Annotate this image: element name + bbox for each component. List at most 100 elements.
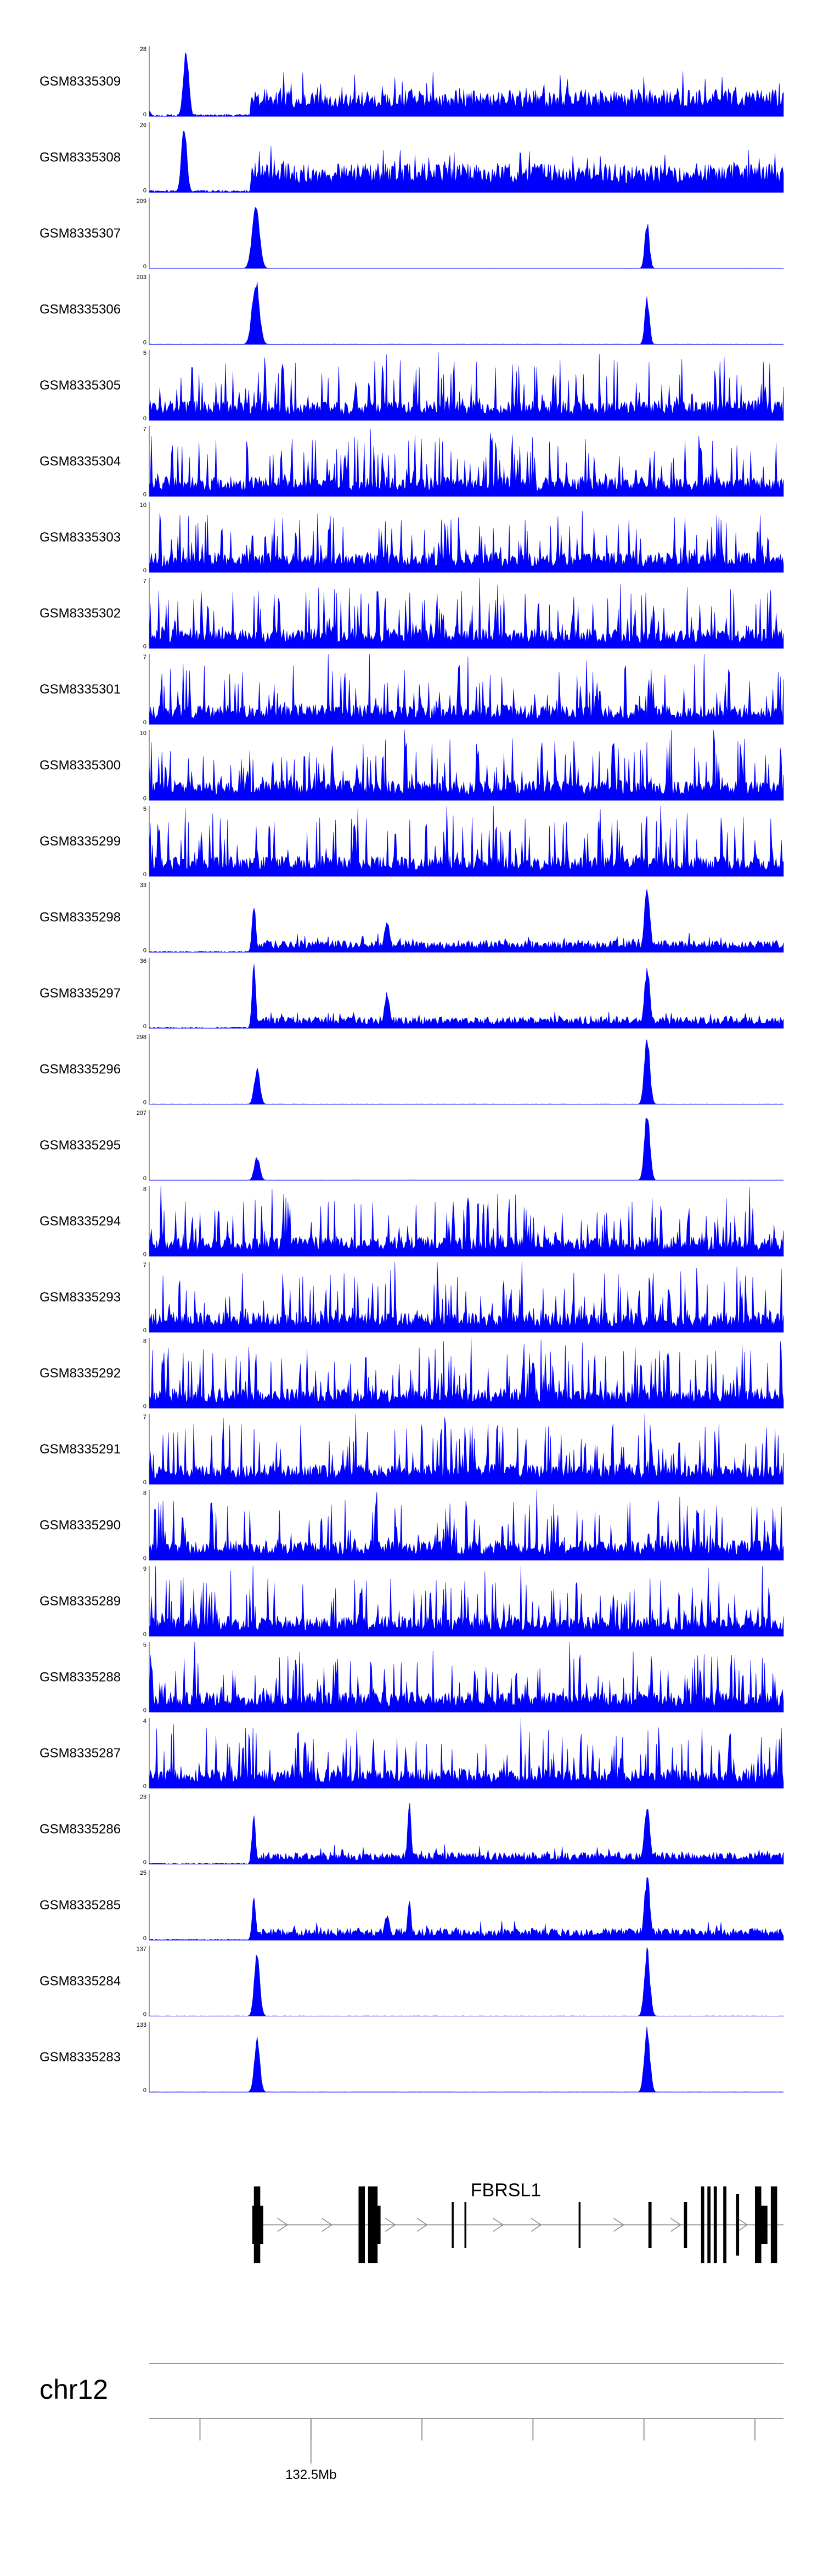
gene-exon bbox=[770, 2186, 777, 2263]
track-ymin-label: 0 bbox=[143, 415, 146, 422]
track-label: GSM8335290 bbox=[40, 1518, 121, 1533]
coverage-area-GSM8335292 bbox=[149, 1338, 784, 1408]
track-label: GSM8335284 bbox=[40, 1974, 121, 1989]
coverage-area-GSM8335297 bbox=[149, 964, 784, 1029]
track-ymax-label: 25 bbox=[140, 1870, 146, 1876]
track-label: GSM8335293 bbox=[40, 1290, 121, 1305]
coverage-area-GSM8335293 bbox=[149, 1261, 784, 1333]
track-ymin-label: 0 bbox=[143, 1935, 146, 1942]
track-ymax-label: 10 bbox=[140, 730, 146, 737]
ruler-tick-label: 132.5Mb bbox=[285, 2467, 336, 2482]
coverage-area-GSM8335309 bbox=[149, 52, 784, 117]
gene-exon bbox=[648, 2202, 652, 2248]
gene-strand-arrow bbox=[277, 2218, 289, 2232]
gene-strand-arrow bbox=[385, 2218, 396, 2232]
track-ymax-label: 26 bbox=[140, 122, 146, 129]
coverage-area-GSM8335295 bbox=[149, 1118, 784, 1181]
track-ymin-label: 0 bbox=[143, 2087, 146, 2094]
gene-exon bbox=[452, 2202, 454, 2248]
track-label: GSM8335306 bbox=[40, 302, 121, 317]
track-ymax-label: 5 bbox=[143, 806, 146, 813]
track-ymin-label: 0 bbox=[143, 340, 146, 346]
coverage-area-GSM8335301 bbox=[149, 653, 784, 725]
track-ymin-label: 0 bbox=[143, 492, 146, 498]
track-ymin-label: 0 bbox=[143, 796, 146, 802]
track-ymax-label: 4 bbox=[143, 1718, 146, 1724]
track-ymin-label: 0 bbox=[143, 1023, 146, 1030]
coverage-area-GSM8335298 bbox=[149, 889, 784, 952]
coverage-area-GSM8335304 bbox=[149, 429, 784, 497]
track-ymin-label: 0 bbox=[143, 1479, 146, 1486]
coverage-area-GSM8335296 bbox=[149, 1039, 784, 1104]
coverage-area-GSM8335284 bbox=[149, 1947, 784, 2016]
track-label: GSM8335303 bbox=[40, 530, 121, 545]
track-ymin-label: 0 bbox=[143, 1327, 146, 1334]
gene-name: FBRSL1 bbox=[471, 2180, 542, 2201]
gene-exon bbox=[707, 2186, 711, 2263]
track-ymax-label: 10 bbox=[140, 502, 146, 509]
coverage-area-GSM8335299 bbox=[149, 805, 784, 877]
track-ymax-label: 7 bbox=[143, 1262, 146, 1269]
track-ymax-label: 8 bbox=[143, 1338, 146, 1345]
track-ymin-label: 0 bbox=[143, 948, 146, 954]
track-ymax-label: 7 bbox=[143, 654, 146, 661]
gene-strand-arrow bbox=[670, 2218, 681, 2232]
gene-exon bbox=[684, 2202, 687, 2248]
track-ymin-label: 0 bbox=[143, 1403, 146, 1410]
track-ymax-label: 133 bbox=[137, 2022, 146, 2028]
track-ymax-label: 33 bbox=[140, 882, 146, 889]
coverage-area-GSM8335303 bbox=[149, 511, 784, 573]
track-label: GSM8335289 bbox=[40, 1594, 121, 1609]
track-ymax-label: 203 bbox=[137, 274, 146, 281]
track-ymin-label: 0 bbox=[143, 1631, 146, 1638]
track-label: GSM8335302 bbox=[40, 606, 121, 621]
track-label: GSM8335288 bbox=[40, 1670, 121, 1685]
track-label: GSM8335304 bbox=[40, 454, 121, 469]
track-label: GSM8335305 bbox=[40, 378, 121, 393]
track-ymin-label: 0 bbox=[143, 1783, 146, 1790]
track-ymin-label: 0 bbox=[143, 644, 146, 650]
track-ymin-label: 0 bbox=[143, 871, 146, 878]
track-ymin-label: 0 bbox=[143, 1859, 146, 1866]
gene-strand-arrow bbox=[493, 2218, 504, 2232]
coverage-area-GSM8335300 bbox=[149, 730, 784, 801]
coverage-area-GSM8335305 bbox=[149, 352, 784, 421]
track-label: GSM8335295 bbox=[40, 1138, 121, 1153]
coverage-area-GSM8335294 bbox=[149, 1186, 784, 1256]
track-ymax-label: 28 bbox=[140, 46, 146, 53]
track-ymin-label: 0 bbox=[143, 1100, 146, 1106]
coverage-area-GSM8335291 bbox=[149, 1413, 784, 1485]
coverage-area-GSM8335286 bbox=[149, 1803, 784, 1864]
track-ymax-label: 137 bbox=[137, 1946, 146, 1953]
track-ymin-label: 0 bbox=[143, 1175, 146, 1182]
track-ymin-label: 0 bbox=[143, 111, 146, 118]
gene-exon bbox=[736, 2194, 740, 2256]
gene-strand-arrow bbox=[613, 2218, 624, 2232]
track-label: GSM8335287 bbox=[40, 1746, 121, 1761]
coverage-area-GSM8335308 bbox=[149, 131, 784, 193]
track-label: GSM8335307 bbox=[40, 226, 121, 241]
gene-exon bbox=[723, 2186, 726, 2263]
coverage-area-GSM8335302 bbox=[149, 578, 784, 649]
track-ymax-label: 298 bbox=[137, 1034, 146, 1041]
gene-exon bbox=[578, 2202, 581, 2248]
gene-exon bbox=[358, 2186, 365, 2263]
gene-strand-arrow bbox=[322, 2218, 333, 2232]
track-label: GSM8335297 bbox=[40, 986, 121, 1001]
track-ymin-label: 0 bbox=[143, 1707, 146, 1714]
gene-strand-arrow bbox=[416, 2218, 428, 2232]
chromosome-label: chr12 bbox=[40, 2374, 108, 2405]
track-ymax-label: 7 bbox=[143, 578, 146, 585]
coverage-area-GSM8335285 bbox=[149, 1877, 784, 1941]
track-label: GSM8335291 bbox=[40, 1442, 121, 1457]
track-label: GSM8335298 bbox=[40, 910, 121, 925]
gene-exon bbox=[701, 2186, 704, 2263]
track-ymin-label: 0 bbox=[143, 263, 146, 270]
gene-utr-block bbox=[369, 2206, 381, 2244]
track-label: GSM8335283 bbox=[40, 2050, 121, 2065]
track-ymin-label: 0 bbox=[143, 188, 146, 194]
track-ymin-label: 0 bbox=[143, 567, 146, 574]
gene-strand-arrow bbox=[737, 2218, 748, 2232]
